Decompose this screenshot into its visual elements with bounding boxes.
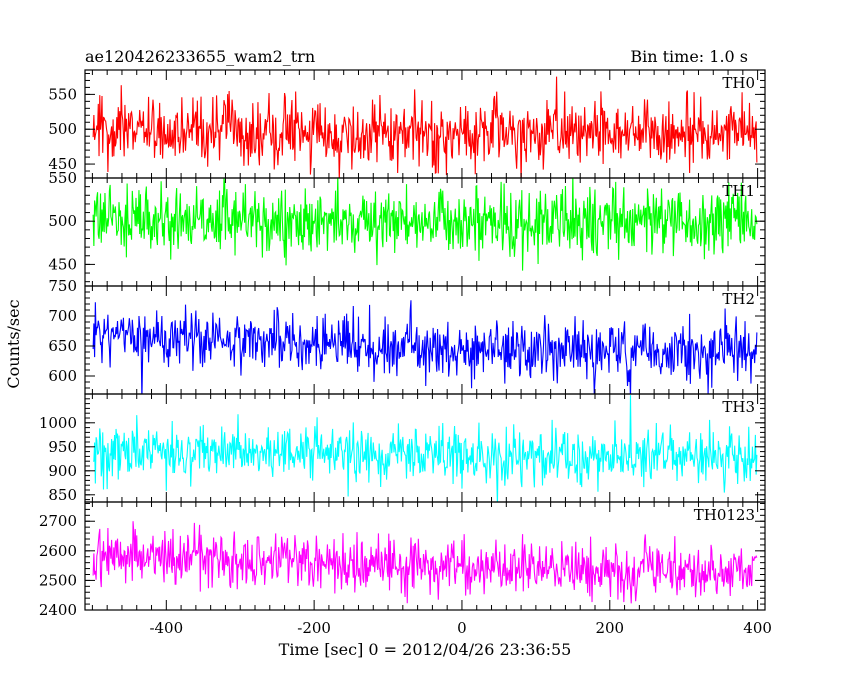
y-tick-label: 1000 — [39, 414, 77, 432]
y-tick-label: 450 — [48, 255, 77, 273]
bin-time-label: Bin time: 1.0 s — [630, 47, 748, 66]
series-line-th2 — [92, 300, 758, 394]
y-tick-label: 450 — [48, 155, 77, 173]
series-line-th1 — [92, 178, 758, 271]
y-tick-label: 600 — [48, 367, 77, 385]
x-tick-label: 0 — [457, 619, 467, 637]
y-tick-label: 850 — [48, 486, 77, 504]
panel-label-th3: TH3 — [722, 398, 755, 416]
chart-title: ae120426233655_wam2_trn — [85, 47, 315, 66]
y-tick-label: 500 — [48, 212, 77, 230]
x-tick-label: -400 — [149, 619, 183, 637]
y-tick-label: 500 — [48, 120, 77, 138]
y-tick-label: 550 — [48, 169, 77, 187]
y-tick-label: 2700 — [39, 512, 77, 530]
panel-label-th1: TH1 — [722, 182, 755, 200]
y-tick-label: 900 — [48, 462, 77, 480]
y-tick-label: 700 — [48, 307, 77, 325]
y-tick-label: 650 — [48, 337, 77, 355]
y-tick-label: 750 — [48, 277, 77, 295]
y-tick-label: 2600 — [39, 542, 77, 560]
panel-label-th0123: TH0123 — [694, 506, 755, 524]
y-axis-label: Counts/sec — [4, 299, 23, 388]
panel-label-th2: TH2 — [722, 290, 755, 308]
panel-label-th0: TH0 — [722, 74, 755, 92]
y-tick-label: 2500 — [39, 571, 77, 589]
series-line-th0123 — [92, 521, 758, 604]
y-tick-label: 550 — [48, 85, 77, 103]
panels-group: 450 500 550 TH0 450 500 550 TH1 600 650 700 750 TH2 8… — [39, 69, 772, 637]
y-tick-label: 950 — [48, 438, 77, 456]
panel-frame-th0123 — [84, 501, 766, 611]
x-axis-label: Time [sec] 0 = 2012/04/26 23:36:55 — [279, 640, 572, 659]
x-tick-label: -200 — [297, 619, 331, 637]
x-tick-label: 200 — [595, 619, 624, 637]
series-line-th3 — [92, 395, 758, 502]
x-tick-label: 400 — [743, 619, 772, 637]
series-line-th0 — [92, 76, 758, 178]
y-tick-label: 2400 — [39, 601, 77, 619]
